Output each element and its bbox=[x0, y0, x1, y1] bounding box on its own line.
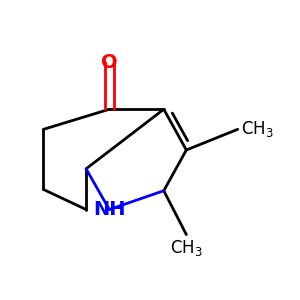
Text: CH$_3$: CH$_3$ bbox=[170, 238, 203, 258]
Text: NH: NH bbox=[93, 200, 125, 219]
Text: CH$_3$: CH$_3$ bbox=[241, 119, 274, 139]
Text: O: O bbox=[101, 53, 118, 72]
